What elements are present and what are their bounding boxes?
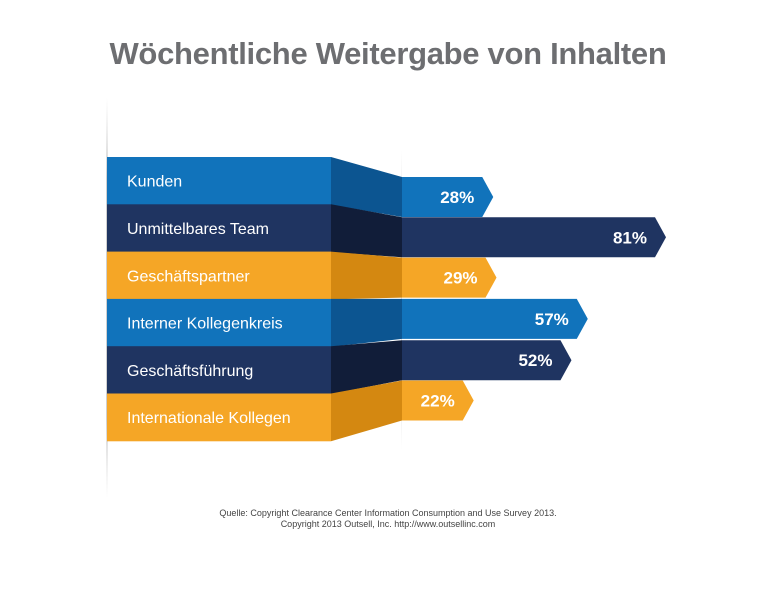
bar-gesch-ftspartner <box>402 257 497 298</box>
bar-gesch-ftsf-hrung <box>402 340 572 381</box>
value-label-gesch-ftspartner: 29% <box>443 269 477 288</box>
fold-kunden <box>331 157 402 217</box>
label-band-kunden <box>107 157 331 205</box>
label-band-internationale-kollegen <box>107 393 331 442</box>
value-label-unmittelbares-team: 81% <box>613 228 647 247</box>
value-label-interner-kollegenkreis: 57% <box>535 310 569 329</box>
bar-internationale-kollegen <box>402 380 474 421</box>
bar-interner-kollegenkreis <box>402 298 588 339</box>
bar-unmittelbares-team <box>402 217 666 258</box>
fold-gesch-ftspartner <box>331 251 402 300</box>
chart-title: Wöchentliche Weitergabe von Inhalten <box>109 36 667 71</box>
fold-segments <box>331 157 402 442</box>
fold-internationale-kollegen <box>331 380 402 442</box>
label-bands <box>107 157 331 442</box>
fold-interner-kollegenkreis <box>331 298 402 347</box>
label-band-interner-kollegenkreis <box>107 298 331 347</box>
category-label-unmittelbares-team: Unmittelbares Team <box>127 221 269 238</box>
category-label-kunden: Kunden <box>127 174 182 191</box>
category-label-interner-kollegenkreis: Interner Kollegenkreis <box>127 316 283 333</box>
value-label-kunden: 28% <box>440 188 474 207</box>
label-band-gesch-ftspartner <box>107 251 331 300</box>
value-label-gesch-ftsf-hrung: 52% <box>518 351 552 370</box>
bar-kunden <box>402 177 494 217</box>
value-label-internationale-kollegen: 22% <box>421 392 455 411</box>
source-line-1: Quelle: Copyright Clearance Center Infor… <box>219 508 557 518</box>
label-band-unmittelbares-team <box>107 204 331 253</box>
category-label-internationale-kollegen: Internationale Kollegen <box>127 410 291 427</box>
fold-gesch-ftsf-hrung <box>331 340 402 394</box>
value-bars: Kunden 28% Unmittelbares Team 81% Geschäftsp… <box>127 174 666 427</box>
label-band-gesch-ftsf-hrung <box>107 346 331 394</box>
source-note: Quelle: Copyright Clearance Center Infor… <box>0 508 776 530</box>
source-line-2: Copyright 2013 Outsell, Inc. http://www.… <box>280 519 496 529</box>
category-label-gesch-ftspartner: Geschäftspartner <box>127 268 250 285</box>
fold-unmittelbares-team <box>331 204 402 258</box>
category-label-gesch-ftsf-hrung: Geschäftsführung <box>127 363 253 380</box>
